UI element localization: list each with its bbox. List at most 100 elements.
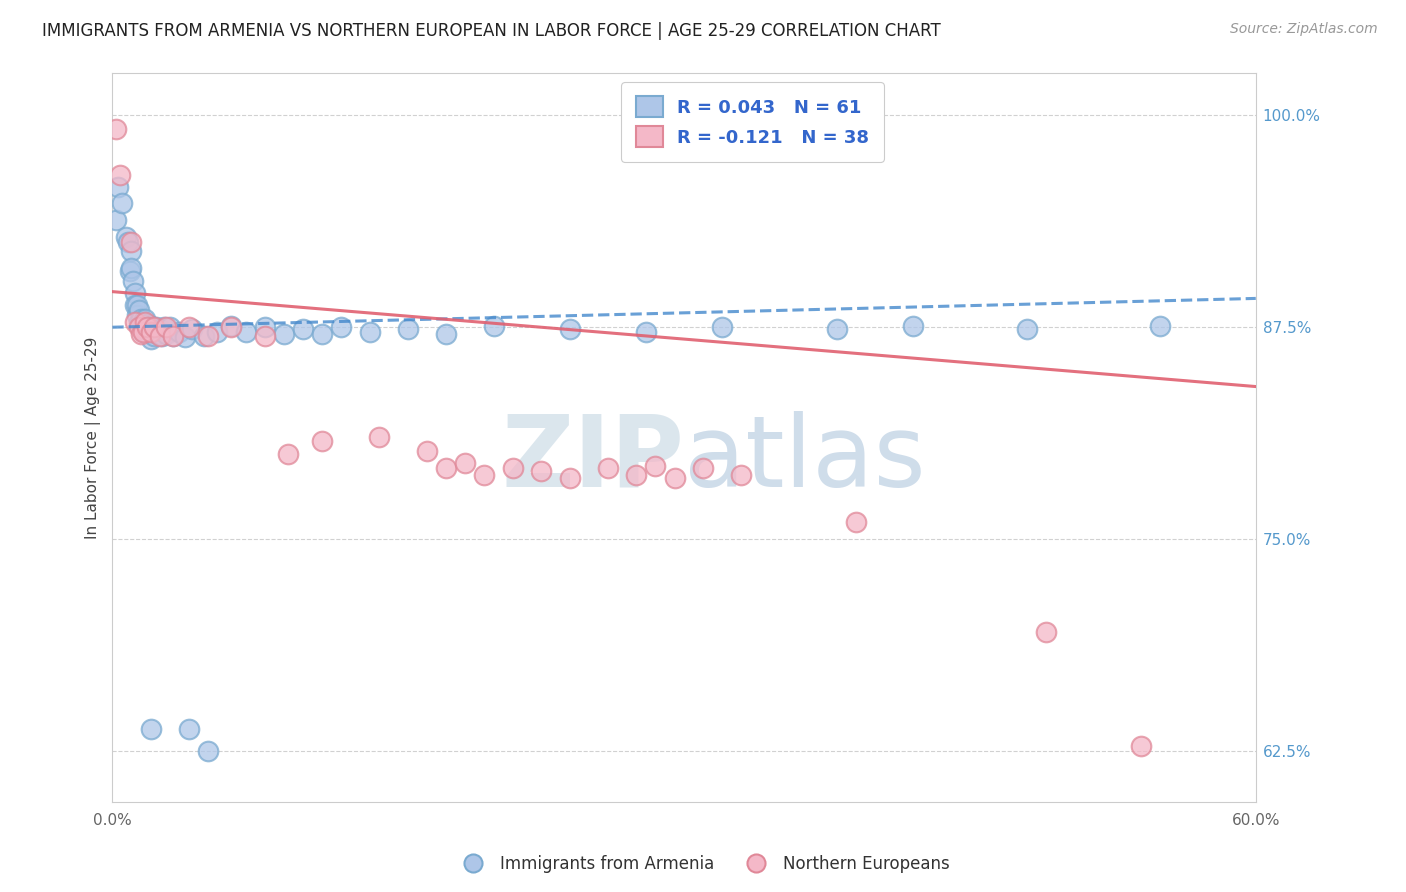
Point xyxy=(205,326,228,340)
Point xyxy=(132,326,155,340)
Point xyxy=(124,298,146,312)
Point xyxy=(825,322,848,336)
Point xyxy=(253,328,276,343)
Point xyxy=(111,196,134,211)
Text: atlas: atlas xyxy=(685,411,925,508)
Point xyxy=(159,320,181,334)
Point xyxy=(664,471,686,485)
Point xyxy=(117,235,139,250)
Point xyxy=(155,320,177,334)
Point xyxy=(153,320,176,334)
Point xyxy=(162,328,184,343)
Point xyxy=(235,326,257,340)
Point xyxy=(1035,625,1057,640)
Point xyxy=(197,328,219,343)
Point xyxy=(219,318,242,333)
Point xyxy=(134,311,156,326)
Point xyxy=(558,471,581,485)
Point xyxy=(149,328,172,343)
Point xyxy=(138,320,160,334)
Point xyxy=(128,320,150,334)
Point xyxy=(416,444,439,458)
Point xyxy=(149,322,172,336)
Point xyxy=(122,275,145,289)
Point xyxy=(177,722,200,736)
Point xyxy=(1130,739,1153,753)
Point xyxy=(692,461,714,475)
Legend: R = 0.043   N = 61, R = -0.121   N = 38: R = 0.043 N = 61, R = -0.121 N = 38 xyxy=(621,82,884,161)
Point xyxy=(143,320,166,334)
Point xyxy=(132,315,155,329)
Point xyxy=(181,322,204,336)
Point xyxy=(434,326,457,341)
Point xyxy=(105,122,128,136)
Point xyxy=(127,309,149,323)
Legend: Immigrants from Armenia, Northern Europeans: Immigrants from Armenia, Northern Europe… xyxy=(450,848,956,880)
Point xyxy=(1017,322,1039,336)
Text: Source: ZipAtlas.com: Source: ZipAtlas.com xyxy=(1230,22,1378,37)
Point xyxy=(1149,318,1171,333)
Point xyxy=(167,326,190,340)
Point xyxy=(121,244,143,258)
Point xyxy=(150,328,173,343)
Point xyxy=(127,298,149,312)
Point xyxy=(173,330,195,344)
Point xyxy=(128,315,150,329)
Point xyxy=(253,320,276,334)
Point xyxy=(129,322,152,336)
Point xyxy=(634,326,657,340)
Point xyxy=(162,328,184,343)
Point xyxy=(135,320,157,334)
Point xyxy=(146,326,169,341)
Point xyxy=(311,434,333,448)
Point xyxy=(197,744,219,758)
Point xyxy=(219,320,242,334)
Point xyxy=(311,326,333,341)
Point xyxy=(121,235,143,250)
Point xyxy=(845,515,868,529)
Point xyxy=(711,320,734,334)
Point xyxy=(530,464,553,478)
Point xyxy=(124,315,146,329)
Point xyxy=(730,467,752,482)
Point xyxy=(277,447,299,461)
Point xyxy=(359,326,381,340)
Y-axis label: In Labor Force | Age 25-29: In Labor Force | Age 25-29 xyxy=(86,336,101,539)
Point xyxy=(139,332,162,346)
Point xyxy=(139,318,162,333)
Point xyxy=(129,311,152,326)
Point xyxy=(105,213,128,227)
Point xyxy=(368,430,391,444)
Point xyxy=(118,264,141,278)
Point xyxy=(114,230,136,244)
Point xyxy=(107,179,129,194)
Point xyxy=(108,168,131,182)
Text: ZIP: ZIP xyxy=(501,411,685,508)
Point xyxy=(155,326,177,341)
Point xyxy=(644,459,666,474)
Point xyxy=(558,322,581,336)
Point xyxy=(596,461,619,475)
Point xyxy=(139,722,162,736)
Point xyxy=(626,467,648,482)
Text: IMMIGRANTS FROM ARMENIA VS NORTHERN EUROPEAN IN LABOR FORCE | AGE 25-29 CORRELAT: IMMIGRANTS FROM ARMENIA VS NORTHERN EURO… xyxy=(42,22,941,40)
Point xyxy=(434,461,457,475)
Point xyxy=(134,322,156,336)
Point xyxy=(396,322,419,336)
Point xyxy=(901,318,924,333)
Point xyxy=(472,467,495,482)
Point xyxy=(124,286,146,301)
Point xyxy=(121,260,143,275)
Point xyxy=(141,326,163,340)
Point xyxy=(291,322,314,336)
Point xyxy=(135,317,157,331)
Point xyxy=(128,303,150,318)
Point xyxy=(129,326,152,341)
Point xyxy=(454,456,477,470)
Point xyxy=(134,315,156,329)
Point xyxy=(143,328,166,343)
Point xyxy=(193,328,215,343)
Point xyxy=(273,326,295,341)
Point xyxy=(145,320,167,334)
Point xyxy=(177,320,200,334)
